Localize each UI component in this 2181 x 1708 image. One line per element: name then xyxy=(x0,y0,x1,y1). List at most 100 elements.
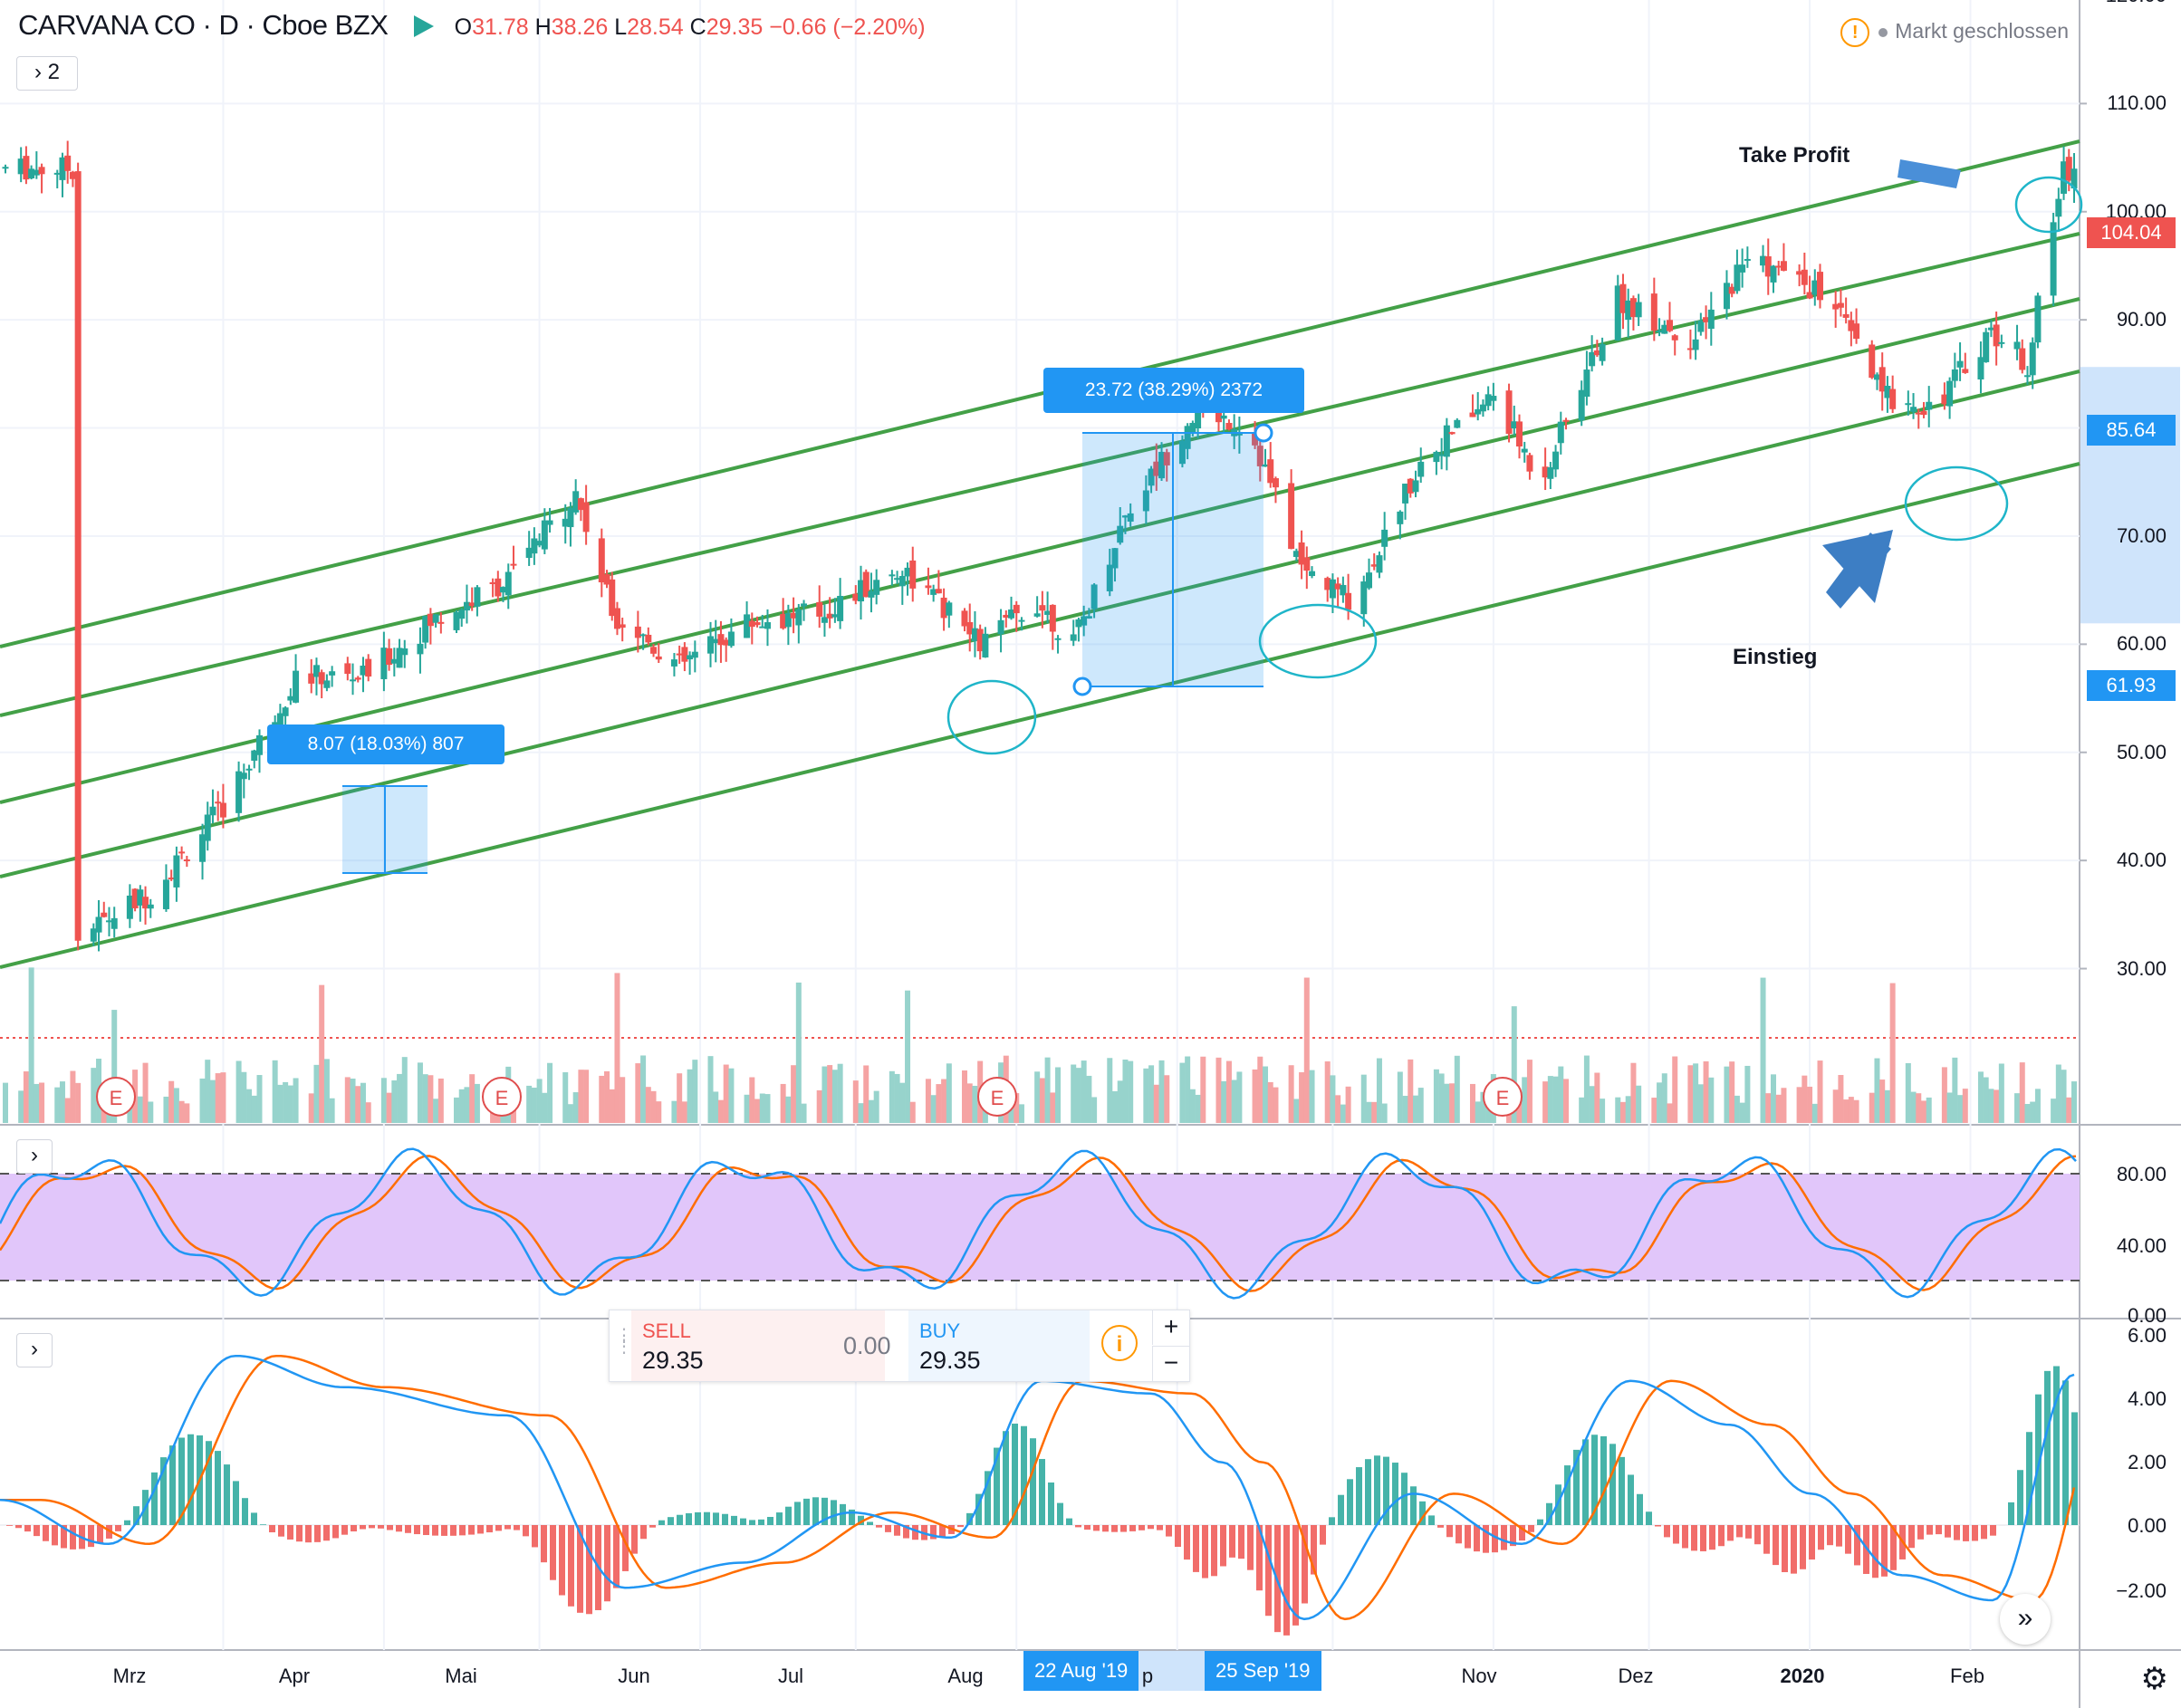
volume-bar xyxy=(1843,1099,1850,1123)
range-high-tag: 85.64 xyxy=(2087,415,2176,446)
drag-handle-icon[interactable]: ⋮ ⋮ xyxy=(615,1326,633,1357)
volume-bar xyxy=(531,1088,537,1123)
candle-body xyxy=(1853,323,1860,340)
entry-label[interactable]: Einstieg xyxy=(1733,645,1818,669)
macd-histogram-bar xyxy=(1990,1525,1996,1536)
volume-bar xyxy=(199,1078,206,1123)
candle-body xyxy=(1744,258,1751,261)
volume-bar xyxy=(1526,1060,1532,1123)
gear-icon[interactable]: ⚙ xyxy=(2140,1662,2168,1696)
volume-bar xyxy=(1848,1097,1854,1123)
volume-bar xyxy=(2055,1064,2061,1123)
volume-bar xyxy=(1371,1101,1378,1123)
macd-histogram-bar xyxy=(1745,1525,1752,1539)
candle-body xyxy=(1962,369,1969,373)
macd-histogram-bar xyxy=(1972,1525,1978,1541)
candle-body xyxy=(2019,348,2026,370)
candle-body xyxy=(930,589,937,595)
volume-bar xyxy=(1164,1075,1170,1123)
candle-body xyxy=(308,673,315,684)
volume-bar xyxy=(386,1092,392,1123)
candle-body xyxy=(1764,256,1772,277)
candle-body xyxy=(1407,478,1414,494)
measure-label-2[interactable]: 23.72 (38.29%) 2372 xyxy=(1043,368,1304,413)
volume-bar xyxy=(1299,1072,1305,1123)
candle-body xyxy=(1148,468,1155,486)
earnings-marker-4[interactable]: E xyxy=(1483,1077,1523,1117)
measure-label-1[interactable]: 8.07 (18.03%) 807 xyxy=(267,724,504,764)
macd-histogram-bar xyxy=(1157,1525,1163,1530)
candle-body xyxy=(390,658,398,664)
buy-button[interactable]: BUY 29.35 xyxy=(908,1310,1090,1381)
volume-bar xyxy=(1263,1066,1269,1123)
candle-body xyxy=(17,158,24,175)
earnings-marker-2[interactable]: E xyxy=(482,1077,522,1117)
volume-bar xyxy=(905,990,911,1123)
candle-body xyxy=(759,626,766,629)
macd-histogram-bar xyxy=(695,1511,701,1525)
volume-bar xyxy=(1511,1006,1517,1123)
volume-bar xyxy=(1889,983,1896,1123)
info-icon[interactable]: i xyxy=(1101,1325,1138,1361)
volume-bar xyxy=(1905,1062,1911,1123)
macd-histogram-bar xyxy=(2017,1470,2023,1525)
macd-histogram-bar xyxy=(97,1525,103,1544)
candle-body xyxy=(525,547,533,559)
volume-bar xyxy=(909,1101,916,1123)
price-axis-label: 50.00 xyxy=(2116,740,2167,763)
indicator-toggle-button[interactable]: › 2 xyxy=(16,56,78,91)
quantity-plus-button[interactable]: + xyxy=(1152,1310,1189,1345)
scroll-to-realtime-button[interactable]: » xyxy=(2000,1594,2051,1645)
volume-bar xyxy=(283,1081,289,1123)
candle-body xyxy=(894,578,901,581)
open-label: O xyxy=(454,14,473,40)
volume-bar xyxy=(671,1100,677,1123)
trade-panel: ⋮ ⋮ SELL 29.35 0.00 BUY 29.35 i + − xyxy=(609,1310,1190,1382)
candle-body xyxy=(1993,324,2000,347)
macd-histogram-bar xyxy=(849,1509,855,1525)
quantity-minus-button[interactable]: − xyxy=(1152,1346,1189,1381)
candle-body xyxy=(925,585,932,589)
volume-bar xyxy=(1957,1095,1964,1123)
earnings-marker-3[interactable]: E xyxy=(977,1077,1017,1117)
macd-histogram-bar xyxy=(314,1525,321,1542)
flag-icon[interactable] xyxy=(414,15,435,37)
volume-bar xyxy=(1926,1097,1932,1123)
symbol-title[interactable]: CARVANA CO · D · Cboe BZX xyxy=(18,9,389,41)
volume-bar xyxy=(635,1063,641,1123)
volume-bar xyxy=(464,1087,470,1123)
macd-histogram-bar xyxy=(1283,1525,1290,1636)
macd-histogram-bar xyxy=(731,1515,737,1525)
macd-histogram-bar xyxy=(550,1525,556,1580)
candle-body xyxy=(609,579,616,617)
volume-bar xyxy=(1288,1065,1294,1123)
macd-histogram-bar xyxy=(341,1525,348,1535)
candle-body xyxy=(790,612,797,619)
candle-body xyxy=(437,621,445,624)
earnings-marker-1[interactable]: E xyxy=(96,1077,136,1117)
warning-icon[interactable]: ! xyxy=(1840,18,1870,47)
macd-pane-toggle-button[interactable]: › xyxy=(16,1333,53,1367)
take-profit-label[interactable]: Take Profit xyxy=(1739,143,1850,168)
macd-histogram-bar xyxy=(1673,1525,1679,1544)
candle-body xyxy=(691,651,698,658)
candle-body xyxy=(837,595,844,621)
candle-body xyxy=(1692,339,1699,350)
macd-histogram-bar xyxy=(713,1512,719,1525)
stoch-pane-toggle-button[interactable]: › xyxy=(16,1139,53,1174)
macd-histogram-bar xyxy=(2071,1412,2078,1525)
candle-body xyxy=(1370,564,1378,567)
candle-body xyxy=(852,593,860,601)
macd-histogram-bar xyxy=(34,1525,40,1537)
sell-button[interactable]: SELL 29.35 xyxy=(631,1310,885,1381)
macd-histogram-bar xyxy=(668,1517,674,1525)
volume-bar xyxy=(454,1097,460,1123)
macd-histogram-bar xyxy=(541,1525,547,1563)
candle-body xyxy=(495,578,502,597)
volume-bar xyxy=(1619,1101,1626,1123)
candle-body xyxy=(1267,459,1274,484)
price-axis-label: 60.00 xyxy=(2116,632,2167,656)
macd-histogram-bar xyxy=(1356,1467,1362,1525)
volume-bar xyxy=(422,1074,428,1123)
